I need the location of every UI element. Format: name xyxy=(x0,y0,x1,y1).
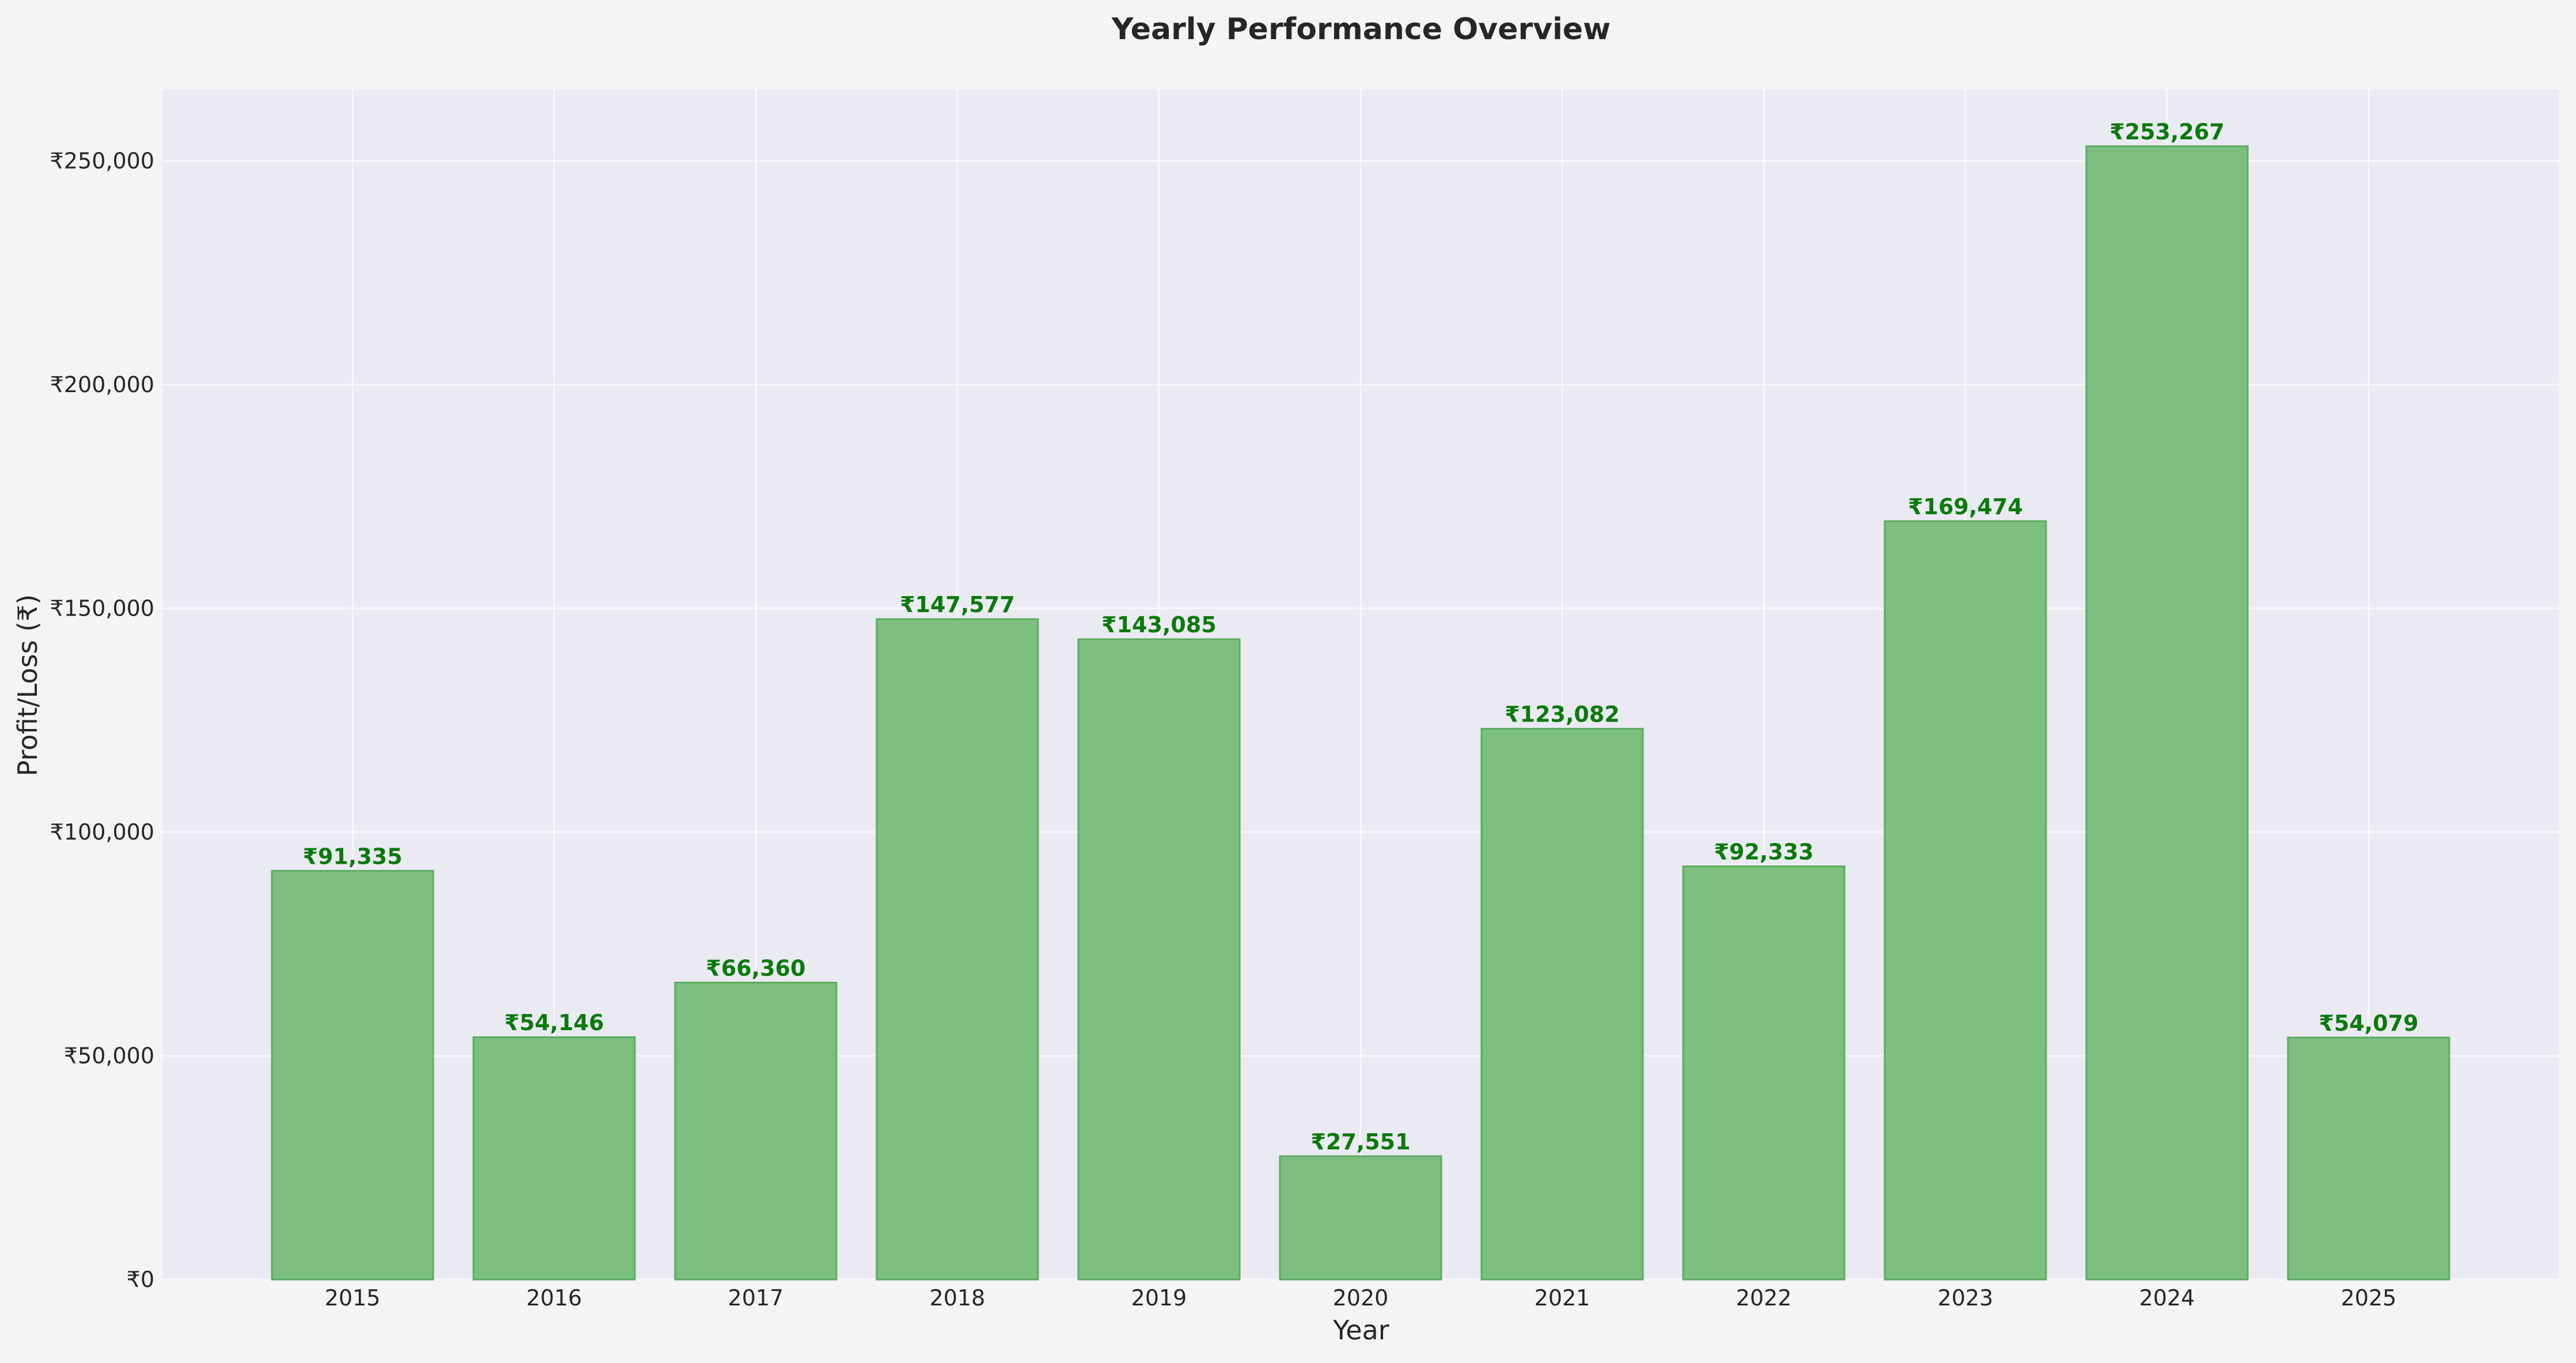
data-label-2019: ₹143,085 xyxy=(1101,612,1217,637)
bars xyxy=(271,145,2450,1281)
y-tick-label: ₹0 xyxy=(127,1267,154,1292)
x-tick-label: 2025 xyxy=(2341,1285,2397,1311)
x-axis-ticks: 2015 2016 2017 2018 2019 2020 2021 2022 2023 2024… xyxy=(325,1285,2397,1311)
y-tick-label: ₹50,000 xyxy=(64,1043,154,1068)
x-tick-label: 2024 xyxy=(2139,1285,2195,1311)
x-axis-label: Year xyxy=(1332,1315,1389,1346)
data-labels: ₹91,335 ₹54,146 ₹66,360 ₹147,577 ₹143,085 ₹27… xyxy=(302,119,2418,1155)
bar-2017 xyxy=(674,981,838,1281)
y-tick-label: ₹200,000 xyxy=(50,372,154,397)
x-tick-label: 2017 xyxy=(728,1285,784,1311)
bar-2025 xyxy=(2287,1037,2450,1281)
y-tick-label: ₹100,000 xyxy=(50,819,154,845)
data-label-2017: ₹66,360 xyxy=(706,955,805,981)
y-axis-ticks: ₹0 ₹50,000 ₹100,000 ₹150,000 ₹200,000 ₹250,00… xyxy=(50,148,154,1292)
x-tick-label: 2015 xyxy=(325,1285,381,1311)
x-tick-label: 2020 xyxy=(1333,1285,1389,1311)
y-axis-label: Profit/Loss (₹) xyxy=(12,594,43,776)
data-label-2022: ₹92,333 xyxy=(1714,840,1813,865)
y-tick-label: ₹250,000 xyxy=(50,148,154,173)
data-label-2024: ₹253,267 xyxy=(2109,119,2225,145)
bar-2018 xyxy=(876,618,1039,1281)
bar-2020 xyxy=(1279,1155,1442,1281)
bar-2022 xyxy=(1682,865,1846,1281)
data-label-2025: ₹54,079 xyxy=(2319,1011,2418,1036)
bar-2021 xyxy=(1480,728,1644,1281)
bar-2023 xyxy=(1884,520,2047,1281)
data-label-2023: ₹169,474 xyxy=(1908,494,2023,519)
data-label-2021: ₹123,082 xyxy=(1505,702,1620,727)
x-tick-label: 2021 xyxy=(1535,1285,1590,1311)
x-tick-label: 2023 xyxy=(1938,1285,1994,1311)
x-tick-label: 2018 xyxy=(930,1285,986,1311)
x-tick-label: 2016 xyxy=(526,1285,582,1311)
bar-2024 xyxy=(2085,145,2249,1281)
data-label-2020: ₹27,551 xyxy=(1310,1129,1410,1155)
x-tick-label: 2019 xyxy=(1131,1285,1187,1311)
chart-title: Yearly Performance Overview xyxy=(1111,12,1611,47)
bar-2016 xyxy=(472,1036,636,1281)
data-label-2015: ₹91,335 xyxy=(302,844,402,869)
data-label-2018: ₹147,577 xyxy=(900,592,1015,617)
bar-2015 xyxy=(271,870,434,1281)
bar-2019 xyxy=(1077,638,1241,1281)
y-tick-label: ₹150,000 xyxy=(50,595,154,621)
data-label-2016: ₹54,146 xyxy=(504,1010,604,1035)
x-tick-label: 2022 xyxy=(1736,1285,1792,1311)
